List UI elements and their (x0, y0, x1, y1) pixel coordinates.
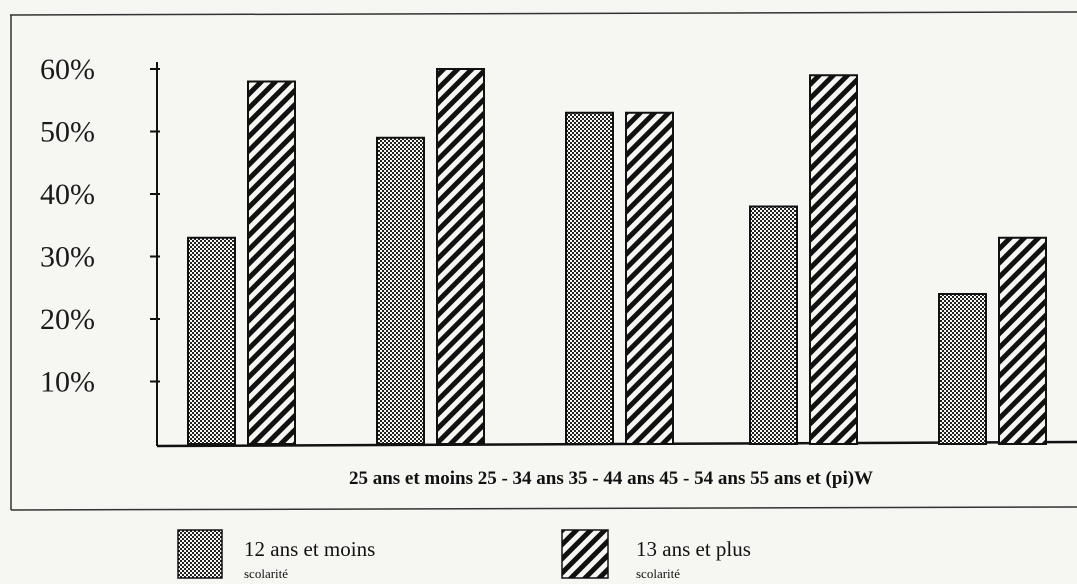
legend-sub-2: scolarité (636, 566, 680, 581)
legend-label-1: 12 ans et moins (244, 537, 375, 561)
y-tick-label: 30% (40, 241, 95, 274)
y-tick-label: 40% (40, 178, 95, 211)
bar-dots-2 (376, 136, 425, 445)
bar-stripes-1 (247, 80, 296, 445)
frame-top (9, 11, 1077, 16)
y-tick-label: 20% (40, 303, 95, 336)
bar-stripes-5 (998, 236, 1047, 445)
bar-stripes-3 (625, 111, 674, 445)
bar-stripes-4 (809, 74, 858, 445)
bar-dots-3 (565, 111, 614, 445)
bar-dots-4 (749, 205, 798, 445)
y-ticks: 10% 20% 30% 40% 50% 60% (40, 53, 160, 399)
legend: 12 ans et moins scolarité 13 ans et plus… (177, 529, 751, 581)
y-tick-label: 50% (40, 116, 95, 149)
y-tick-label: 60% (40, 53, 95, 86)
x-axis (156, 440, 1077, 448)
frame-bottom (10, 506, 1077, 511)
x-category-labels: 25 ans et moins 25 - 34 ans 35 - 44 ans … (349, 468, 873, 489)
bar-dots-5 (938, 293, 987, 445)
bar-stripes-2 (436, 68, 485, 445)
legend-swatch-dots (177, 529, 223, 579)
y-tick-label: 10% (40, 366, 95, 399)
legend-swatch-stripes (561, 529, 609, 579)
bars (187, 68, 1047, 445)
legend-sub-1: scolarité (244, 566, 288, 581)
bar-dots-1 (187, 236, 236, 445)
legend-label-2: 13 ans et plus (636, 537, 751, 561)
